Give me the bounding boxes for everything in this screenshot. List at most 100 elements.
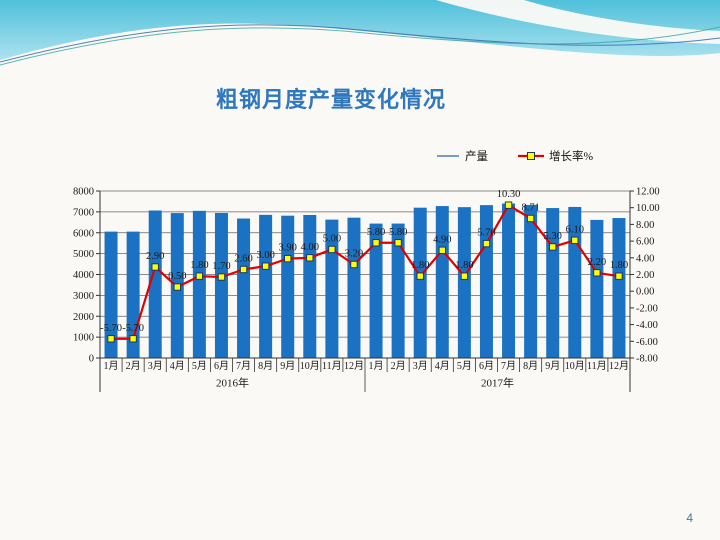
- growth-marker: [460, 272, 469, 280]
- growth-marker: [284, 254, 292, 263]
- bar-12月-2017: [612, 218, 626, 358]
- banner-teal-curve: [0, 26, 720, 66]
- month-label: 7月: [501, 360, 516, 372]
- left-axis-label: 6000: [73, 228, 94, 239]
- bar-11月-2016: [325, 219, 339, 358]
- month-label: 10月: [565, 360, 585, 372]
- growth-marker: [239, 265, 248, 274]
- right-axis-label: 8.00: [636, 220, 654, 231]
- growth-data-label: 2.60: [234, 253, 252, 264]
- growth-marker: [482, 239, 491, 248]
- month-label: 7月: [236, 360, 251, 372]
- legend-label-production: 产量: [465, 151, 488, 163]
- left-axis-label: 1000: [73, 333, 94, 344]
- year-label: 2017年: [481, 376, 514, 390]
- month-label: 4月: [435, 360, 450, 372]
- growth-marker: [107, 335, 115, 343]
- growth-marker: [615, 272, 623, 280]
- bar-9月-2016: [281, 215, 295, 358]
- growth-data-label: 4.90: [433, 234, 451, 245]
- month-label: 9月: [545, 360, 560, 372]
- growth-data-label: -5.70: [122, 323, 144, 334]
- top-banner-decoration: [0, 0, 720, 80]
- right-axis-label: -2.00: [636, 303, 658, 314]
- banner-blue-curve: [0, 24, 720, 63]
- growth-marker: [350, 260, 358, 269]
- bar-7月-2016: [237, 218, 251, 358]
- bar-2月-2017: [391, 223, 405, 358]
- bar-4月-2017: [435, 206, 449, 358]
- growth-data-label: 0.50: [168, 271, 186, 282]
- growth-data-label: 6.10: [566, 224, 584, 235]
- month-label: 8月: [523, 360, 538, 372]
- left-axis-label: 4000: [73, 270, 94, 281]
- growth-data-label: -5.70: [100, 323, 122, 334]
- growth-line-swatch-icon: [518, 152, 544, 160]
- left-axis-label: 3000: [73, 291, 94, 302]
- growth-data-label: 5.70: [477, 228, 495, 239]
- month-label: 1月: [369, 360, 384, 372]
- year-label: 2016年: [216, 376, 249, 390]
- page-number: 4: [686, 511, 693, 525]
- bar-10月-2016: [303, 214, 317, 358]
- month-label: 11月: [587, 360, 607, 372]
- growth-marker: [571, 236, 579, 244]
- bar-3月-2017: [413, 207, 427, 358]
- bar-12月-2016: [347, 217, 361, 358]
- right-axis-label: -8.00: [636, 354, 658, 365]
- growth-data-label: 3.90: [279, 243, 297, 254]
- growth-marker: [549, 243, 557, 251]
- growth-marker: [526, 214, 535, 223]
- month-label: 2月: [126, 360, 141, 372]
- growth-data-label: 5.00: [323, 233, 341, 244]
- right-axis-label: -6.00: [636, 337, 658, 348]
- month-label: 6月: [479, 360, 494, 372]
- month-label: 8月: [258, 360, 273, 372]
- banner-top-swoosh: [436, 0, 720, 44]
- growth-marker: [195, 272, 204, 280]
- month-label: 12月: [344, 360, 364, 372]
- growth-data-label: 8.71: [521, 202, 539, 213]
- bar-8月-2016: [259, 214, 273, 358]
- growth-marker: [416, 272, 424, 280]
- left-axis-label: 5000: [73, 249, 94, 260]
- bar-7月-2017: [502, 203, 516, 358]
- right-axis-label: 12.00: [636, 187, 660, 198]
- bar-8月-2017: [524, 204, 538, 358]
- growth-marker: [173, 283, 181, 291]
- right-axis-label: 2.00: [636, 270, 654, 281]
- production-line-swatch-icon: [437, 155, 459, 157]
- month-label: 5月: [192, 360, 207, 372]
- month-label: 2月: [391, 360, 406, 372]
- right-axis-label: 6.00: [636, 237, 654, 248]
- growth-marker: [217, 273, 226, 281]
- right-axis-label: 10.00: [636, 203, 660, 214]
- chart-legend: 产量 增长率%: [436, 148, 593, 164]
- month-label: 11月: [322, 360, 342, 372]
- left-axis-label: 2000: [73, 312, 94, 323]
- month-label: 10月: [300, 360, 320, 372]
- growth-marker: [372, 239, 380, 247]
- growth-data-label: 2.90: [146, 251, 164, 262]
- growth-line: [111, 204, 620, 340]
- legend-item-production: 产量: [436, 148, 488, 164]
- legend-label-growth: 增长率%: [549, 151, 594, 163]
- growth-marker: [129, 335, 137, 343]
- month-label: 5月: [457, 360, 472, 372]
- growth-data-label: 4.00: [301, 242, 319, 253]
- right-axis-label: 4.00: [636, 253, 654, 264]
- growth-marker: [394, 239, 402, 247]
- growth-marker: [593, 269, 601, 277]
- left-axis-label: 8000: [73, 187, 94, 198]
- bar-6月-2016: [214, 212, 228, 358]
- month-label: 3月: [148, 360, 163, 372]
- growth-data-label: 5.80: [389, 227, 407, 238]
- month-label: 3月: [413, 360, 428, 372]
- banner-bottom-wave: [0, 23, 720, 80]
- growth-marker: [261, 262, 270, 270]
- bar-1月-2016: [104, 231, 118, 358]
- bar-1月-2017: [369, 223, 383, 358]
- growth-data-label: 1.70: [212, 261, 230, 272]
